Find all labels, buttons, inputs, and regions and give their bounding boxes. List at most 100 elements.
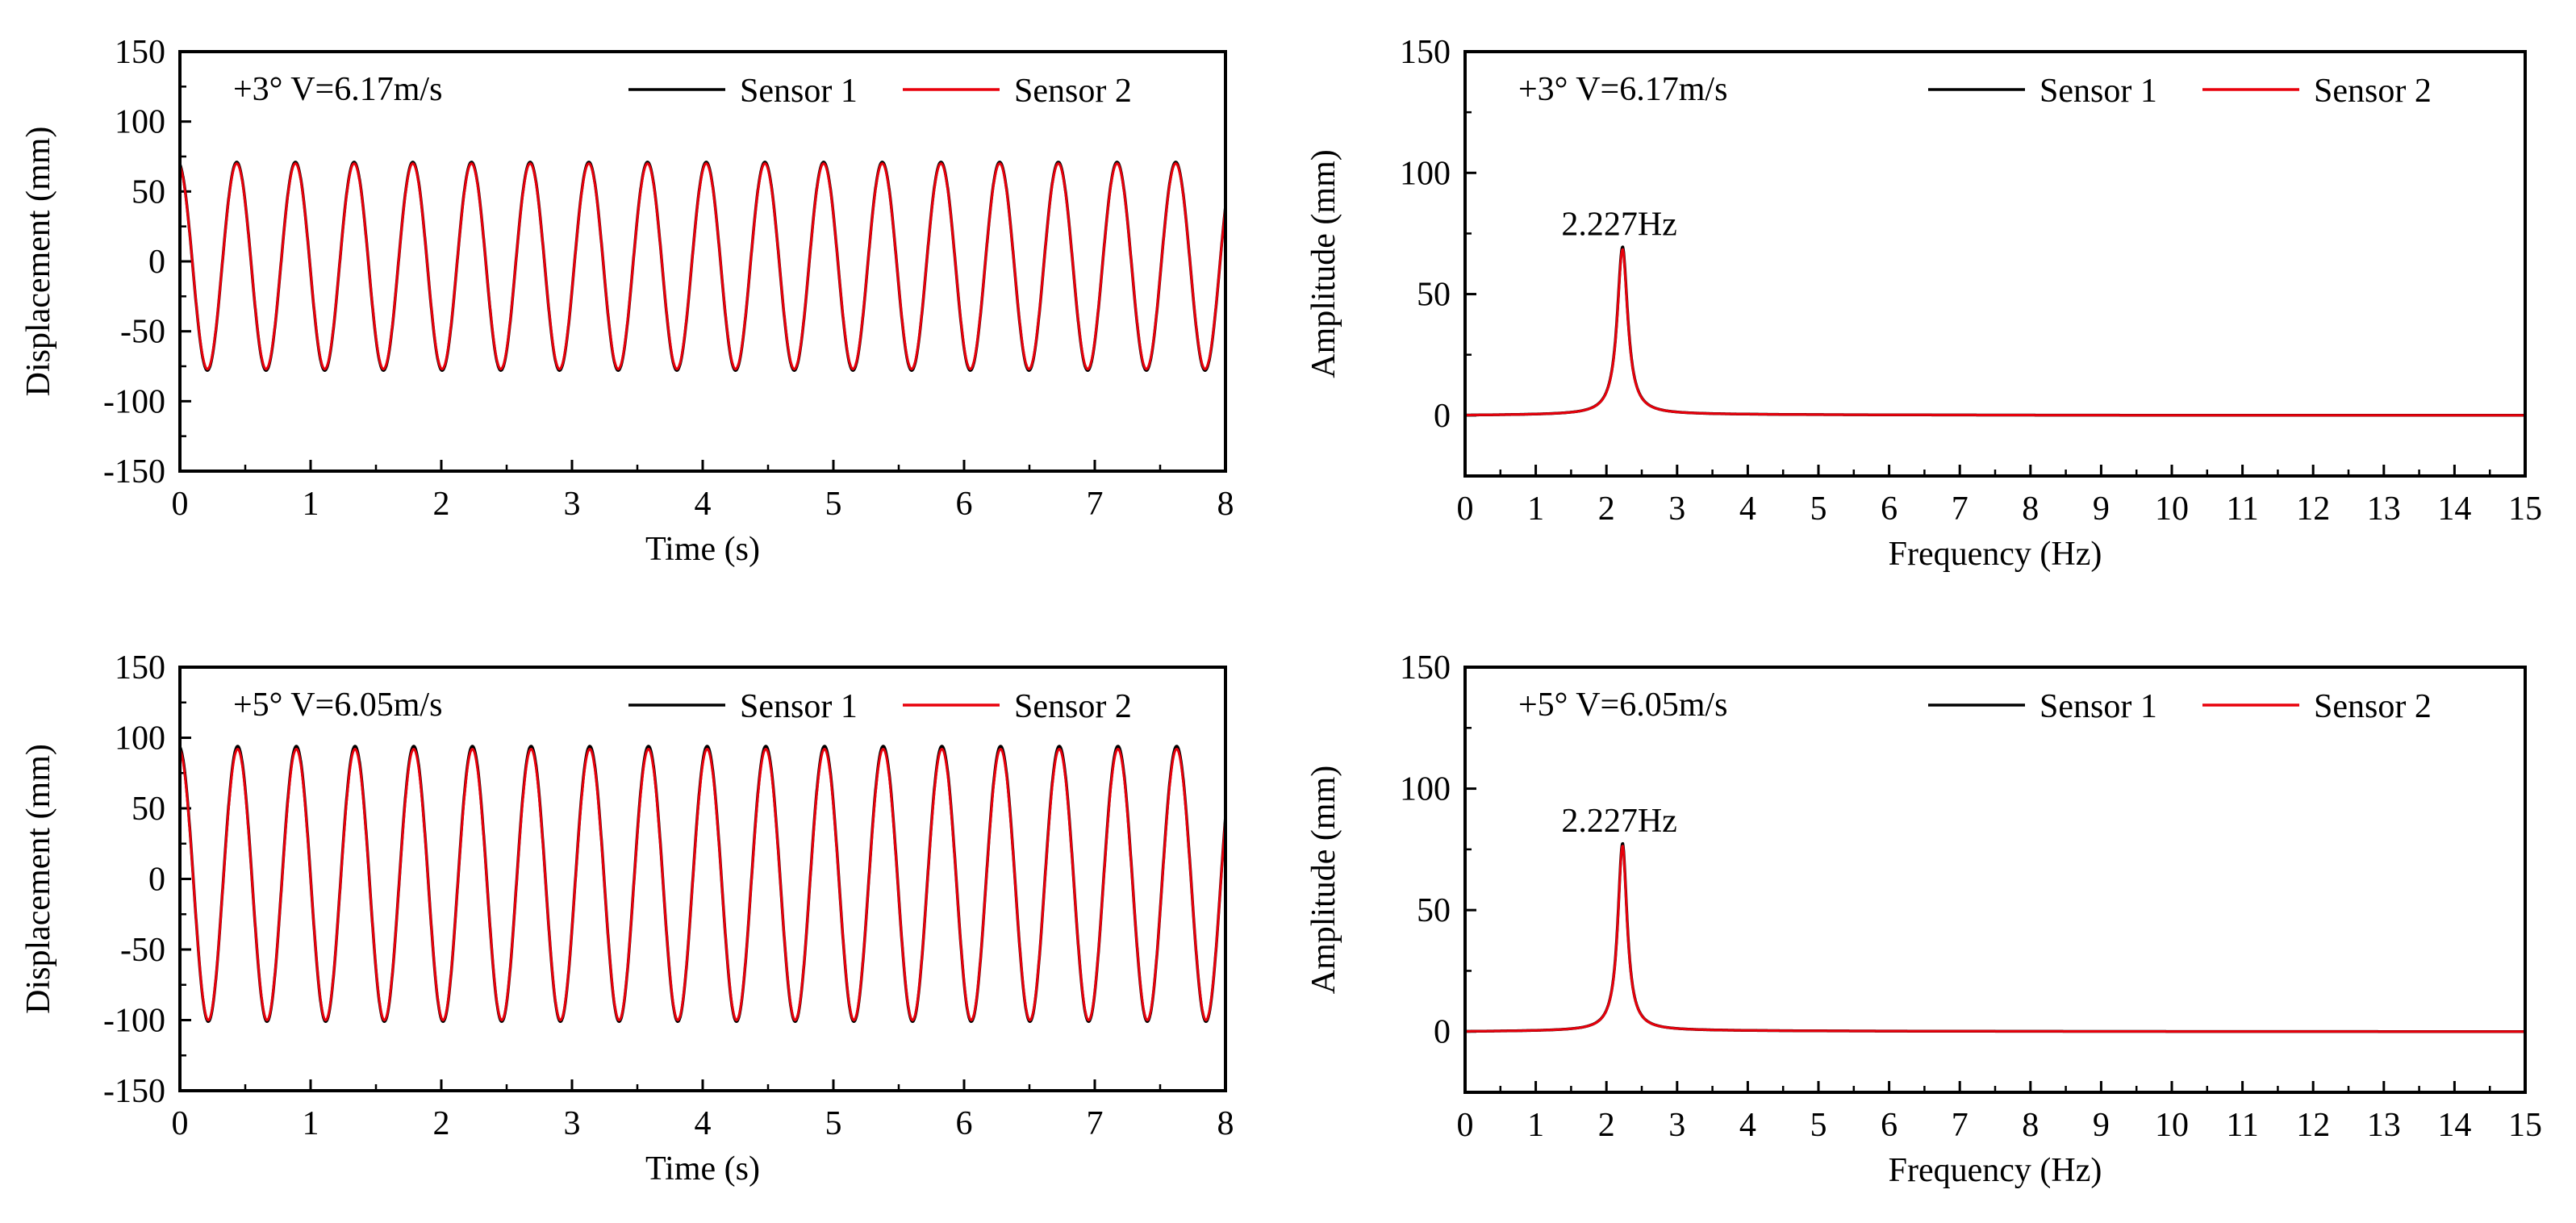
legend-label: Sensor 1 bbox=[740, 73, 858, 110]
axes-frame bbox=[178, 50, 1227, 473]
x-tick-label: 6 bbox=[956, 486, 973, 523]
x-tick-label: 15 bbox=[2508, 490, 2542, 528]
x-tick-label: 4 bbox=[695, 1105, 712, 1142]
peak-frequency-label: 2.227Hz bbox=[1561, 206, 1676, 243]
x-tick-label: 5 bbox=[825, 486, 842, 523]
y-tick-label: 0 bbox=[1434, 398, 1451, 435]
axes-frame bbox=[178, 666, 1227, 1092]
y-tick-label: 100 bbox=[1400, 155, 1451, 192]
series-group bbox=[1465, 841, 2525, 1033]
x-tick-label: 11 bbox=[2226, 490, 2258, 528]
x-tick-label: 8 bbox=[1217, 486, 1234, 523]
peak-frequency-label: 2.227Hz bbox=[1561, 803, 1676, 840]
x-axis-label: Time (s) bbox=[645, 531, 760, 568]
y-tick-label: 150 bbox=[115, 34, 165, 71]
y-tick-label: 150 bbox=[1400, 34, 1451, 71]
x-tick-label: 5 bbox=[825, 1105, 842, 1142]
x-tick-label: 7 bbox=[1087, 486, 1104, 523]
x-tick-label: 7 bbox=[1952, 490, 1969, 528]
condition-annotation: +5° V=6.05m/s bbox=[1518, 687, 1727, 724]
y-tick-label: -150 bbox=[103, 1073, 165, 1110]
legend-label: Sensor 1 bbox=[740, 688, 858, 725]
x-tick-label: 6 bbox=[1881, 1107, 1898, 1144]
legend-label: Sensor 2 bbox=[1014, 688, 1132, 725]
y-axis-label: Displacement (mm) bbox=[20, 744, 57, 1014]
x-axis-label: Time (s) bbox=[645, 1150, 760, 1188]
series-line-sensor-2 bbox=[180, 748, 1225, 1021]
x-tick-label: 14 bbox=[2437, 490, 2471, 528]
x-tick-label: 2 bbox=[1598, 1107, 1615, 1144]
legend-label: Sensor 2 bbox=[2314, 73, 2432, 110]
x-tick-label: 7 bbox=[1087, 1105, 1104, 1142]
x-tick-label: 12 bbox=[2296, 1107, 2330, 1144]
x-tick-label: 4 bbox=[1739, 1107, 1756, 1144]
x-tick-label: 5 bbox=[1810, 1107, 1827, 1144]
y-tick-label: 50 bbox=[1417, 892, 1451, 929]
x-tick-label: 7 bbox=[1952, 1107, 1969, 1144]
x-tick-label: 6 bbox=[1881, 490, 1898, 528]
subplot-top-left: 0 1 2 3 4 5 6 7 8 -150 -100 -50 0 50 100 150 Time (s) Dis… bbox=[20, 34, 1234, 568]
x-axis-label: Frequency (Hz) bbox=[1889, 536, 2102, 573]
x-tick-label: 2 bbox=[433, 1105, 450, 1142]
y-tick-label: 100 bbox=[1400, 771, 1451, 808]
y-tick-label: -100 bbox=[103, 383, 165, 420]
y-tick-label: 100 bbox=[115, 104, 165, 141]
legend-label: Sensor 2 bbox=[1014, 73, 1132, 110]
y-tick-label: 150 bbox=[115, 649, 165, 687]
x-tick-label: 5 bbox=[1810, 490, 1827, 528]
series-group bbox=[1465, 245, 2525, 417]
legend-label: Sensor 2 bbox=[2314, 688, 2432, 725]
x-tick-label: 4 bbox=[695, 486, 712, 523]
axes-frame bbox=[1463, 666, 2527, 1094]
series-group bbox=[180, 161, 1225, 372]
series-line-sensor-2 bbox=[1465, 248, 2525, 417]
x-tick-label: 2 bbox=[1598, 490, 1615, 528]
x-tick-label: 3 bbox=[564, 1105, 581, 1142]
series-line-sensor-2 bbox=[180, 162, 1225, 370]
y-tick-label: 0 bbox=[148, 244, 165, 281]
axes-frame bbox=[1463, 50, 2527, 478]
x-tick-label: 15 bbox=[2508, 1107, 2542, 1144]
x-tick-label: 0 bbox=[172, 486, 189, 523]
series-line-sensor-2 bbox=[1465, 845, 2525, 1033]
y-tick-label: -150 bbox=[103, 453, 165, 490]
x-tick-label: 11 bbox=[2226, 1107, 2258, 1144]
y-tick-label: 0 bbox=[1434, 1014, 1451, 1051]
x-tick-label: 9 bbox=[2093, 1107, 2110, 1144]
x-tick-label: 3 bbox=[1668, 1107, 1685, 1144]
x-tick-label: 3 bbox=[564, 486, 581, 523]
x-tick-label: 1 bbox=[303, 1105, 319, 1142]
x-tick-label: 13 bbox=[2367, 1107, 2401, 1144]
x-tick-label: 1 bbox=[1527, 1107, 1544, 1144]
y-tick-label: 150 bbox=[1400, 649, 1451, 687]
x-tick-label: 3 bbox=[1668, 490, 1685, 528]
x-tick-label: 10 bbox=[2155, 490, 2189, 528]
x-tick-label: 0 bbox=[1457, 490, 1474, 528]
x-tick-label: 8 bbox=[1217, 1105, 1234, 1142]
x-tick-label: 2 bbox=[433, 486, 450, 523]
x-axis-label: Frequency (Hz) bbox=[1889, 1152, 2102, 1189]
legend-label: Sensor 1 bbox=[2040, 688, 2157, 725]
x-tick-label: 13 bbox=[2367, 490, 2401, 528]
y-tick-label: 100 bbox=[115, 720, 165, 758]
x-tick-label: 0 bbox=[1457, 1107, 1474, 1144]
x-tick-label: 0 bbox=[172, 1105, 189, 1142]
x-tick-label: 9 bbox=[2093, 490, 2110, 528]
subplot-bottom-right: 0 1 2 3 4 5 6 7 8 9 10 11 12 13 14 15050100150Frequency… bbox=[1305, 649, 2542, 1189]
y-tick-label: -100 bbox=[103, 1003, 165, 1040]
x-tick-label: 8 bbox=[2022, 490, 2039, 528]
x-tick-label: 12 bbox=[2296, 490, 2330, 528]
legend-label: Sensor 1 bbox=[2040, 73, 2157, 110]
y-tick-label: -50 bbox=[120, 314, 165, 351]
y-axis-label: Amplitude (mm) bbox=[1305, 149, 1342, 378]
x-tick-label: 6 bbox=[956, 1105, 973, 1142]
subplot-top-right: 0 1 2 3 4 5 6 7 8 9 10 11 12 13 14 15050100150Frequency… bbox=[1305, 34, 2542, 573]
condition-annotation: +5° V=6.05m/s bbox=[233, 687, 442, 724]
x-tick-label: 8 bbox=[2022, 1107, 2039, 1144]
x-tick-label: 14 bbox=[2437, 1107, 2471, 1144]
y-tick-label: -50 bbox=[120, 932, 165, 969]
y-tick-label: 50 bbox=[132, 173, 165, 211]
series-group bbox=[180, 745, 1225, 1023]
